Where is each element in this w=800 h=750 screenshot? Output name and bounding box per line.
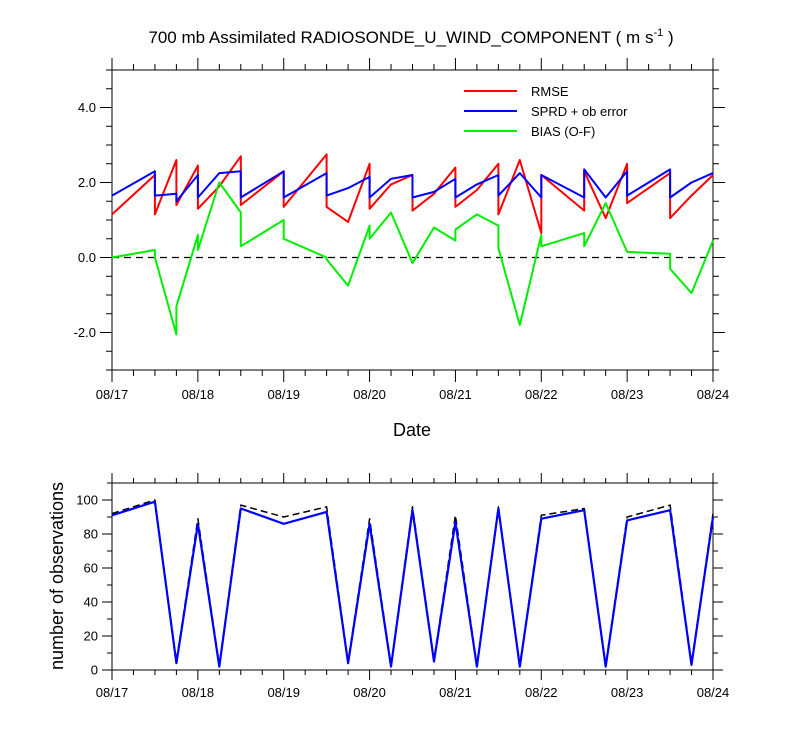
x-tick-label: 08/19 bbox=[267, 387, 300, 402]
y-tick-label: 40 bbox=[84, 595, 98, 610]
obs-series-group bbox=[111, 499, 715, 668]
y-tick-label: 2.0 bbox=[78, 175, 96, 190]
main-series-group bbox=[111, 153, 714, 336]
main-y-tick-labels: -2.0 0.0 2.0 4.0 bbox=[74, 100, 96, 340]
main-chart: 700 mb Assimilated RADIOSONDE_U_WIND_COM… bbox=[74, 27, 730, 440]
x-tick-label: 08/21 bbox=[439, 387, 472, 402]
obs-x-tick-labels: 08/17 08/18 08/19 08/20 08/21 08/22 08/23 08/24 bbox=[96, 685, 730, 700]
x-tick-label: 08/23 bbox=[611, 685, 644, 700]
y-tick-label: 80 bbox=[84, 527, 98, 542]
x-axis-title: Date bbox=[393, 420, 431, 440]
y-tick-label: 0 bbox=[91, 663, 98, 678]
series-line-sprd-ob-error bbox=[111, 168, 714, 203]
x-tick-label: 08/20 bbox=[353, 387, 386, 402]
x-tick-label: 08/17 bbox=[96, 387, 129, 402]
legend-rmse-label: RMSE bbox=[531, 84, 569, 99]
x-tick-label: 08/18 bbox=[182, 387, 215, 402]
main-x-tick-labels: 08/17 08/18 08/19 08/20 08/21 08/22 08/23 08/24 bbox=[96, 387, 730, 402]
x-tick-label: 08/20 bbox=[353, 685, 386, 700]
chart-title: 700 mb Assimilated RADIOSONDE_U_WIND_COM… bbox=[148, 27, 673, 47]
y-tick-label: 0.0 bbox=[78, 250, 96, 265]
legend-bias-label: BIAS (O-F) bbox=[531, 124, 595, 139]
x-tick-label: 08/22 bbox=[525, 685, 558, 700]
obs-y-axis-title: number of observations bbox=[47, 482, 67, 670]
y-tick-label: -2.0 bbox=[74, 325, 96, 340]
y-tick-label: 20 bbox=[84, 629, 98, 644]
x-tick-label: 08/24 bbox=[697, 387, 730, 402]
x-tick-label: 08/24 bbox=[697, 685, 730, 700]
legend-sprd-label: SPRD + ob error bbox=[531, 104, 628, 119]
x-tick-label: 08/17 bbox=[96, 685, 129, 700]
x-tick-label: 08/21 bbox=[439, 685, 472, 700]
obs-y-tick-labels: 0 20 40 60 80 100 bbox=[76, 493, 98, 678]
obs-axis-ticks bbox=[102, 473, 723, 680]
y-tick-label: 100 bbox=[76, 493, 98, 508]
y-tick-label: 60 bbox=[84, 561, 98, 576]
series-line-possible-observations bbox=[111, 499, 714, 666]
series-line-bias-o-f bbox=[111, 181, 714, 336]
legend: RMSE SPRD + ob error BIAS (O-F) bbox=[464, 84, 628, 139]
x-tick-label: 08/19 bbox=[267, 685, 300, 700]
y-tick-label: 4.0 bbox=[78, 100, 96, 115]
x-tick-label: 08/18 bbox=[182, 685, 215, 700]
x-tick-label: 08/22 bbox=[525, 387, 558, 402]
main-axis-ticks bbox=[100, 58, 725, 382]
x-tick-label: 08/23 bbox=[611, 387, 644, 402]
series-line-used-observations bbox=[111, 500, 715, 668]
